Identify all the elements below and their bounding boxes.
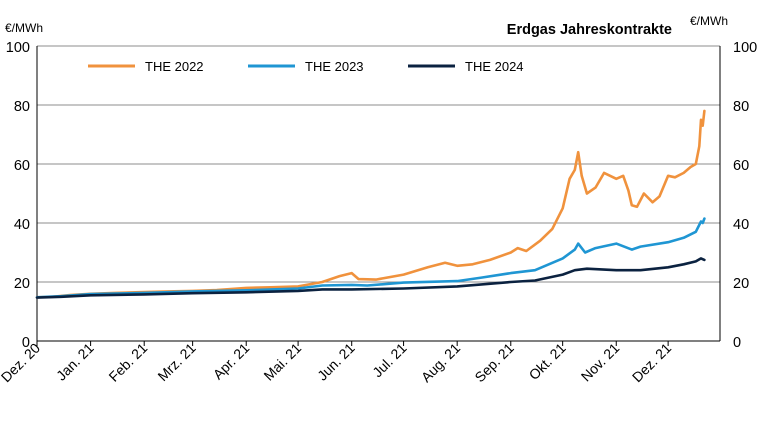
y-tick-label-right: 20 — [733, 276, 749, 292]
y-tick-label-right: 100 — [733, 40, 757, 56]
x-tick-label: Nov. 21 — [578, 340, 623, 385]
y-tick-label-left: 60 — [14, 158, 30, 174]
series-line-the-2022 — [35, 109, 706, 299]
legend-label: THE 2022 — [145, 59, 204, 74]
y-tick-label-left: 40 — [14, 217, 30, 233]
x-tick-label: Sep. 21 — [471, 340, 517, 386]
legend: THE 2022 THE 2023 THE 2024 — [88, 59, 524, 74]
series-line-the-2024 — [35, 257, 706, 299]
y-tick-label-right: 40 — [733, 217, 749, 233]
legend-label: THE 2023 — [305, 59, 364, 74]
x-tick-label: Jul. 21 — [369, 340, 410, 381]
x-tick-label: Apr. 21 — [210, 340, 253, 383]
series-lines — [35, 109, 706, 299]
y-tick-label-left: 100 — [6, 40, 30, 56]
gridlines — [37, 45, 720, 283]
x-tick-label: Feb. 21 — [105, 340, 150, 385]
y-tick-label-left: 0 — [22, 335, 30, 351]
x-tick-label: Dez. 21 — [629, 340, 675, 386]
series-line-the-2023 — [35, 217, 706, 299]
y-axis-label-left: €/MWh — [5, 21, 43, 35]
x-tick-label: Jan. 21 — [53, 340, 97, 384]
y-tick-label-left: 20 — [14, 276, 30, 292]
y-tick-label-right: 80 — [733, 99, 749, 115]
y-axis-label-right: €/MWh — [690, 14, 728, 28]
y-tick-label-left: 80 — [14, 99, 30, 115]
x-tick-label: Mrz. 21 — [154, 340, 198, 384]
chart-title: Erdgas Jahreskontrakte — [507, 22, 672, 38]
x-tick-label: Aug. 21 — [418, 340, 464, 386]
x-tick-label: Okt. 21 — [526, 340, 569, 383]
x-tick-label: Mai. 21 — [260, 340, 304, 384]
x-tick-label: Jun. 21 — [314, 340, 358, 384]
y-tick-label-right: 60 — [733, 158, 749, 174]
legend-label: THE 2024 — [465, 59, 524, 74]
y-tick-label-right: 0 — [733, 335, 741, 351]
